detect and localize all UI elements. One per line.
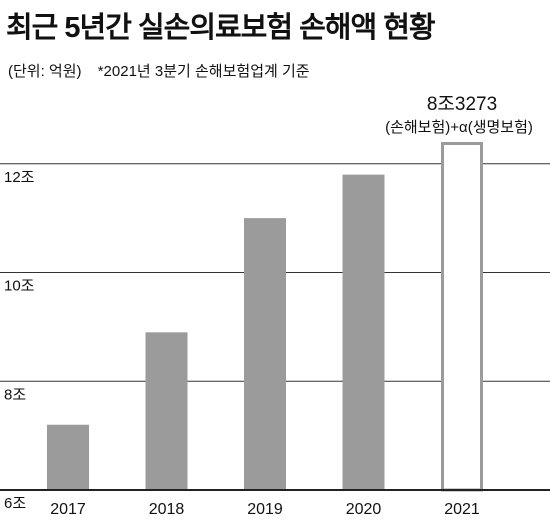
x-tick-label-2020: 2020: [346, 501, 382, 518]
source-note: *2021년 3분기 손해보험업계 기준: [97, 63, 310, 80]
bar-2018: [145, 332, 188, 490]
chart-title: 최근 5년간 실손의료보험 손해액 현황: [6, 12, 436, 44]
bar-2020: [342, 174, 385, 490]
bar-2021: [441, 142, 483, 492]
bars: [47, 142, 483, 492]
y-tick-label-6: 6조: [4, 495, 26, 512]
y-tick-label-12: 12조: [4, 169, 35, 186]
axis-labels: 6조 8조 10조 12조 2017 2018 2019 2020 2021: [4, 169, 480, 518]
y-tick-label-10: 10조: [4, 278, 35, 295]
x-tick-label-2021: 2021: [444, 501, 480, 518]
y-tick-label-8: 8조: [4, 386, 26, 403]
x-tick-label-2018: 2018: [149, 501, 185, 518]
chart-subtitle: (단위: 억원) *2021년 3분기 손해보험업계 기준: [8, 60, 322, 81]
x-tick-label-2019: 2019: [247, 501, 283, 518]
x-tick-label-2017: 2017: [50, 501, 86, 518]
unit-note: (단위: 억원): [8, 63, 82, 80]
annotation: 8조3273 (손해보험)+α(생명보험): [385, 94, 533, 136]
annotation-note: (손해보험)+α(생명보험): [385, 119, 533, 136]
bar-2019: [244, 218, 286, 490]
annotation-value: 8조3273: [427, 94, 497, 115]
bar-2017: [47, 424, 89, 490]
